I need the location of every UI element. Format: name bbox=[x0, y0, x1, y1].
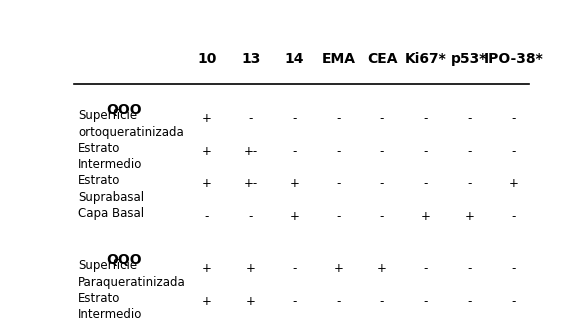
Text: -: - bbox=[511, 112, 516, 125]
Text: +: + bbox=[289, 177, 299, 190]
Text: Ki67*: Ki67* bbox=[405, 52, 447, 66]
Text: -: - bbox=[467, 262, 472, 275]
Text: -: - bbox=[292, 295, 297, 308]
Text: +: + bbox=[202, 145, 212, 158]
Text: -: - bbox=[511, 145, 516, 158]
Text: -: - bbox=[249, 112, 253, 125]
Text: -: - bbox=[292, 145, 297, 158]
Text: -: - bbox=[511, 262, 516, 275]
Text: 13: 13 bbox=[241, 52, 260, 66]
Text: IPO-38*: IPO-38* bbox=[483, 52, 543, 66]
Text: +: + bbox=[421, 210, 430, 223]
Text: +: + bbox=[202, 177, 212, 190]
Text: +: + bbox=[465, 210, 475, 223]
Text: Superficie
ortoqueratinizada: Superficie ortoqueratinizada bbox=[78, 109, 184, 138]
Text: +: + bbox=[202, 262, 212, 275]
Text: Estrato
Intermedio: Estrato Intermedio bbox=[78, 292, 142, 321]
Text: -: - bbox=[467, 295, 472, 308]
Text: Capa Basal: Capa Basal bbox=[78, 207, 144, 220]
Text: EMA: EMA bbox=[321, 52, 355, 66]
Text: 14: 14 bbox=[285, 52, 304, 66]
Text: -: - bbox=[292, 112, 297, 125]
Text: -: - bbox=[423, 112, 428, 125]
Text: -: - bbox=[467, 177, 472, 190]
Text: -: - bbox=[249, 210, 253, 223]
Text: +: + bbox=[333, 262, 343, 275]
Text: -: - bbox=[205, 210, 209, 223]
Text: -: - bbox=[336, 112, 340, 125]
Text: -: - bbox=[380, 295, 384, 308]
Text: QQO: QQO bbox=[106, 253, 142, 267]
Text: +: + bbox=[246, 262, 256, 275]
Text: -: - bbox=[467, 112, 472, 125]
Text: 10: 10 bbox=[198, 52, 217, 66]
Text: Superficie
Paraqueratinizada: Superficie Paraqueratinizada bbox=[78, 259, 186, 289]
Text: -: - bbox=[511, 210, 516, 223]
Text: +: + bbox=[202, 112, 212, 125]
Text: +: + bbox=[289, 210, 299, 223]
Text: +: + bbox=[246, 295, 256, 308]
Text: p53*: p53* bbox=[452, 52, 487, 66]
Text: Estrato
Suprabasal: Estrato Suprabasal bbox=[78, 174, 144, 204]
Text: -: - bbox=[336, 177, 340, 190]
Text: -: - bbox=[380, 210, 384, 223]
Text: +: + bbox=[508, 177, 518, 190]
Text: +: + bbox=[377, 262, 387, 275]
Text: -: - bbox=[336, 145, 340, 158]
Text: -: - bbox=[380, 177, 384, 190]
Text: -: - bbox=[423, 262, 428, 275]
Text: -: - bbox=[336, 295, 340, 308]
Text: -: - bbox=[380, 112, 384, 125]
Text: -: - bbox=[423, 177, 428, 190]
Text: -: - bbox=[380, 145, 384, 158]
Text: +-: +- bbox=[243, 145, 258, 158]
Text: QOO: QOO bbox=[106, 103, 142, 117]
Text: -: - bbox=[292, 262, 297, 275]
Text: -: - bbox=[511, 295, 516, 308]
Text: -: - bbox=[423, 145, 428, 158]
Text: -: - bbox=[423, 295, 428, 308]
Text: +: + bbox=[202, 295, 212, 308]
Text: CEA: CEA bbox=[367, 52, 397, 66]
Text: Estrato
Intermedio: Estrato Intermedio bbox=[78, 142, 142, 171]
Text: -: - bbox=[336, 210, 340, 223]
Text: -: - bbox=[467, 145, 472, 158]
Text: +-: +- bbox=[243, 177, 258, 190]
Text: Estrato
Suprabasal: Estrato Suprabasal bbox=[78, 324, 144, 325]
